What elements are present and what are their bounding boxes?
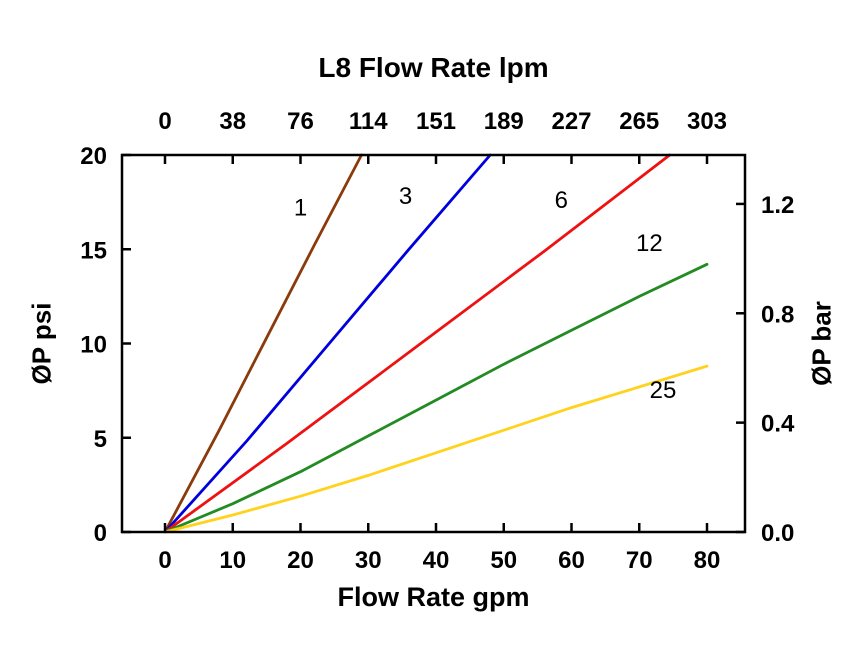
x-tick-label-gpm: 60 — [558, 547, 585, 574]
x-tick-label-gpm: 80 — [694, 547, 721, 574]
x-tick-label-lpm: 227 — [551, 108, 591, 135]
curve-label-12: 12 — [636, 230, 663, 257]
y-tick-label-bar: 0.0 — [761, 520, 794, 547]
y-tick-label-bar: 0.8 — [761, 301, 794, 328]
x-tick-label-gpm: 70 — [626, 547, 653, 574]
x-tick-label-gpm: 30 — [355, 547, 382, 574]
x-tick-label-lpm: 151 — [416, 108, 456, 135]
y-tick-label-psi: 5 — [94, 426, 107, 453]
series-line-1 — [163, 153, 363, 534]
y-tick-label-psi: 20 — [80, 143, 107, 170]
y-axis-label-bar: ØP bar — [806, 301, 837, 386]
x-tick-label-gpm: 50 — [490, 547, 517, 574]
x-tick-label-lpm: 76 — [287, 108, 314, 135]
curve-label-1: 1 — [294, 194, 307, 221]
y-tick-label-psi: 15 — [80, 237, 107, 264]
series-line-6 — [163, 153, 672, 534]
x-tick-label-lpm: 38 — [219, 108, 246, 135]
series-line-12 — [163, 262, 709, 534]
x-axis-label-gpm: Flow Rate gpm — [337, 582, 530, 612]
x-tick-label-gpm: 10 — [219, 547, 246, 574]
curve-label-6: 6 — [555, 187, 568, 214]
y-axis-label-psi: ØP psi — [26, 302, 57, 385]
curve-label-3: 3 — [399, 183, 412, 210]
x-tick-label-gpm: 40 — [423, 547, 450, 574]
series-line-3 — [163, 153, 492, 534]
x-tick-label-lpm: 114 — [349, 108, 388, 135]
x-tick-label-lpm: 189 — [484, 108, 524, 135]
y-tick-label-bar: 1.2 — [761, 192, 794, 219]
y-tick-label-psi: 0 — [94, 520, 107, 547]
x-tick-label-gpm: 0 — [158, 547, 171, 574]
x-tick-label-lpm: 0 — [158, 108, 171, 135]
y-tick-label-bar: 0.4 — [761, 411, 795, 438]
x-tick-label-gpm: 20 — [287, 547, 314, 574]
x-tick-label-lpm: 303 — [687, 108, 727, 135]
series-line-25 — [163, 364, 709, 534]
curve-label-25: 25 — [650, 377, 677, 404]
x-tick-label-lpm: 265 — [619, 108, 659, 135]
y-tick-label-psi: 10 — [80, 332, 107, 359]
chart-title: L8 Flow Rate lpm — [318, 52, 549, 83]
